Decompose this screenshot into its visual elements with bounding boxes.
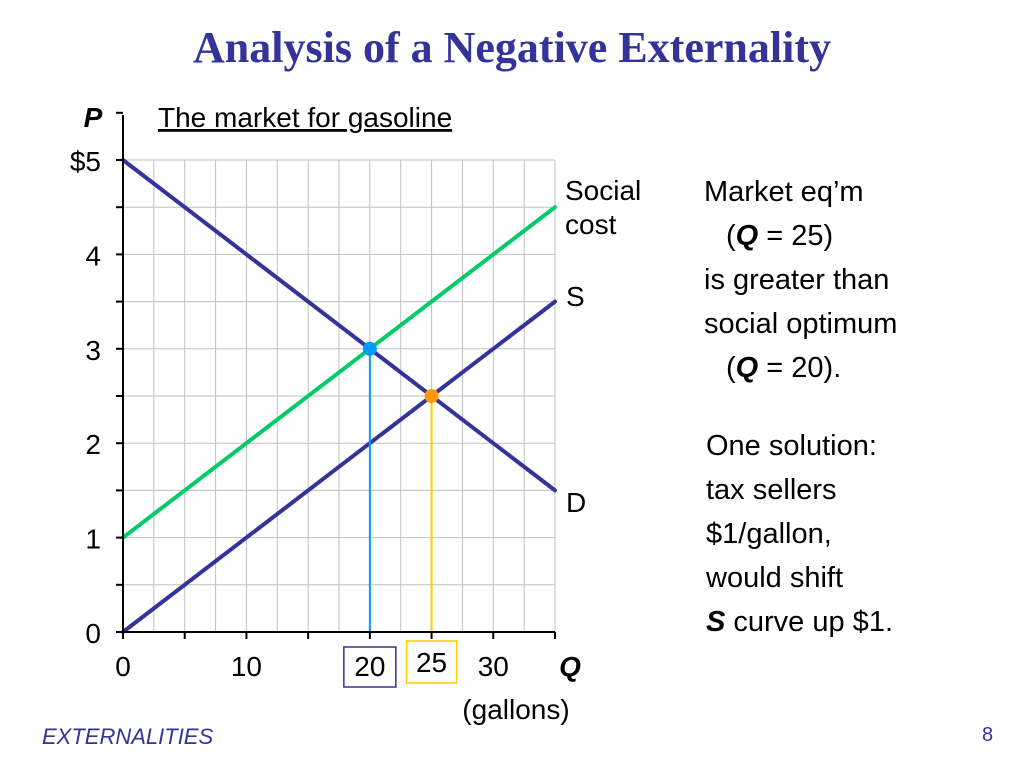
note1-line2-open: ( <box>726 220 736 252</box>
slide-title: Analysis of a Negative Externality <box>193 23 831 72</box>
y-tick-label: 0 <box>85 618 101 649</box>
x-tick-label: 20 <box>354 651 385 682</box>
note2-line4: would shift <box>706 562 844 594</box>
chart-boxes <box>343 640 458 688</box>
y-axis-label: P <box>84 102 103 133</box>
y-tick-label: 2 <box>85 429 101 460</box>
page-number: 8 <box>982 724 994 746</box>
note2-line5: S curve up $1. <box>706 600 893 644</box>
note1-line5-open: ( <box>726 352 736 384</box>
y-tick-label: 4 <box>85 240 101 271</box>
y-tick-label: 1 <box>85 524 101 555</box>
chart-grid <box>123 159 556 632</box>
chart-lines <box>121 158 557 634</box>
note2-line5-var: S <box>706 606 726 638</box>
optimum-q-box <box>343 646 397 688</box>
note1-line2: (Q = 25) <box>704 214 897 258</box>
note2-line2: tax sellers <box>706 474 837 506</box>
note1-line5-var: Q <box>735 352 759 384</box>
series-line-s <box>121 299 557 634</box>
x-axis-label: Q <box>559 651 581 682</box>
chart-droplines <box>368 348 433 632</box>
chart-points <box>362 341 439 403</box>
x-axis-unit-label: (gallons) <box>462 694 569 725</box>
footer-label: EXTERNALITIES <box>42 724 214 749</box>
market-q-box <box>405 640 458 684</box>
chart-title: The market for gasoline <box>158 102 452 133</box>
market-equilibrium-note: Market eq’m (Q = 25) is greater than soc… <box>704 170 897 390</box>
chart-axes <box>116 111 556 639</box>
social-optimum-point <box>362 341 377 356</box>
series-label-social-cost: Social cost <box>565 175 641 240</box>
y-tick-label: $5 <box>70 146 101 177</box>
series-label-s: S <box>566 281 585 312</box>
note2-line1: One solution: <box>706 430 877 462</box>
note1-line3: is greater than <box>704 264 890 296</box>
x-tick-label: 25 <box>416 647 447 678</box>
x-tick-label: 30 <box>478 651 509 682</box>
solution-note: One solution: tax sellers $1/gallon, wou… <box>706 424 893 644</box>
series-line-d <box>121 158 557 493</box>
series-label-d: D <box>566 487 586 518</box>
note2-line3: $1/gallon, <box>706 518 832 550</box>
y-tick-label: 3 <box>85 335 101 366</box>
note1-line2-var: Q <box>735 220 759 252</box>
note1-line5-rest: = 20). <box>758 352 842 384</box>
market-equilibrium-point <box>424 389 439 403</box>
series-line-social-cost <box>121 205 557 540</box>
x-tick-label: 0 <box>115 651 131 682</box>
note1-line5: (Q = 20). <box>704 346 897 390</box>
note1-line4: social optimum <box>704 308 898 340</box>
note2-line5-rest: curve up $1. <box>725 606 893 638</box>
note1-line2-rest: = 25) <box>758 220 834 252</box>
chart-labels: 0 1 2 3 4 $5 0 10 20 25 30 P Q (gallons) The market fo… <box>70 102 641 725</box>
x-tick-label: 10 <box>231 651 262 682</box>
note1-line1: Market eq’m <box>704 176 864 208</box>
